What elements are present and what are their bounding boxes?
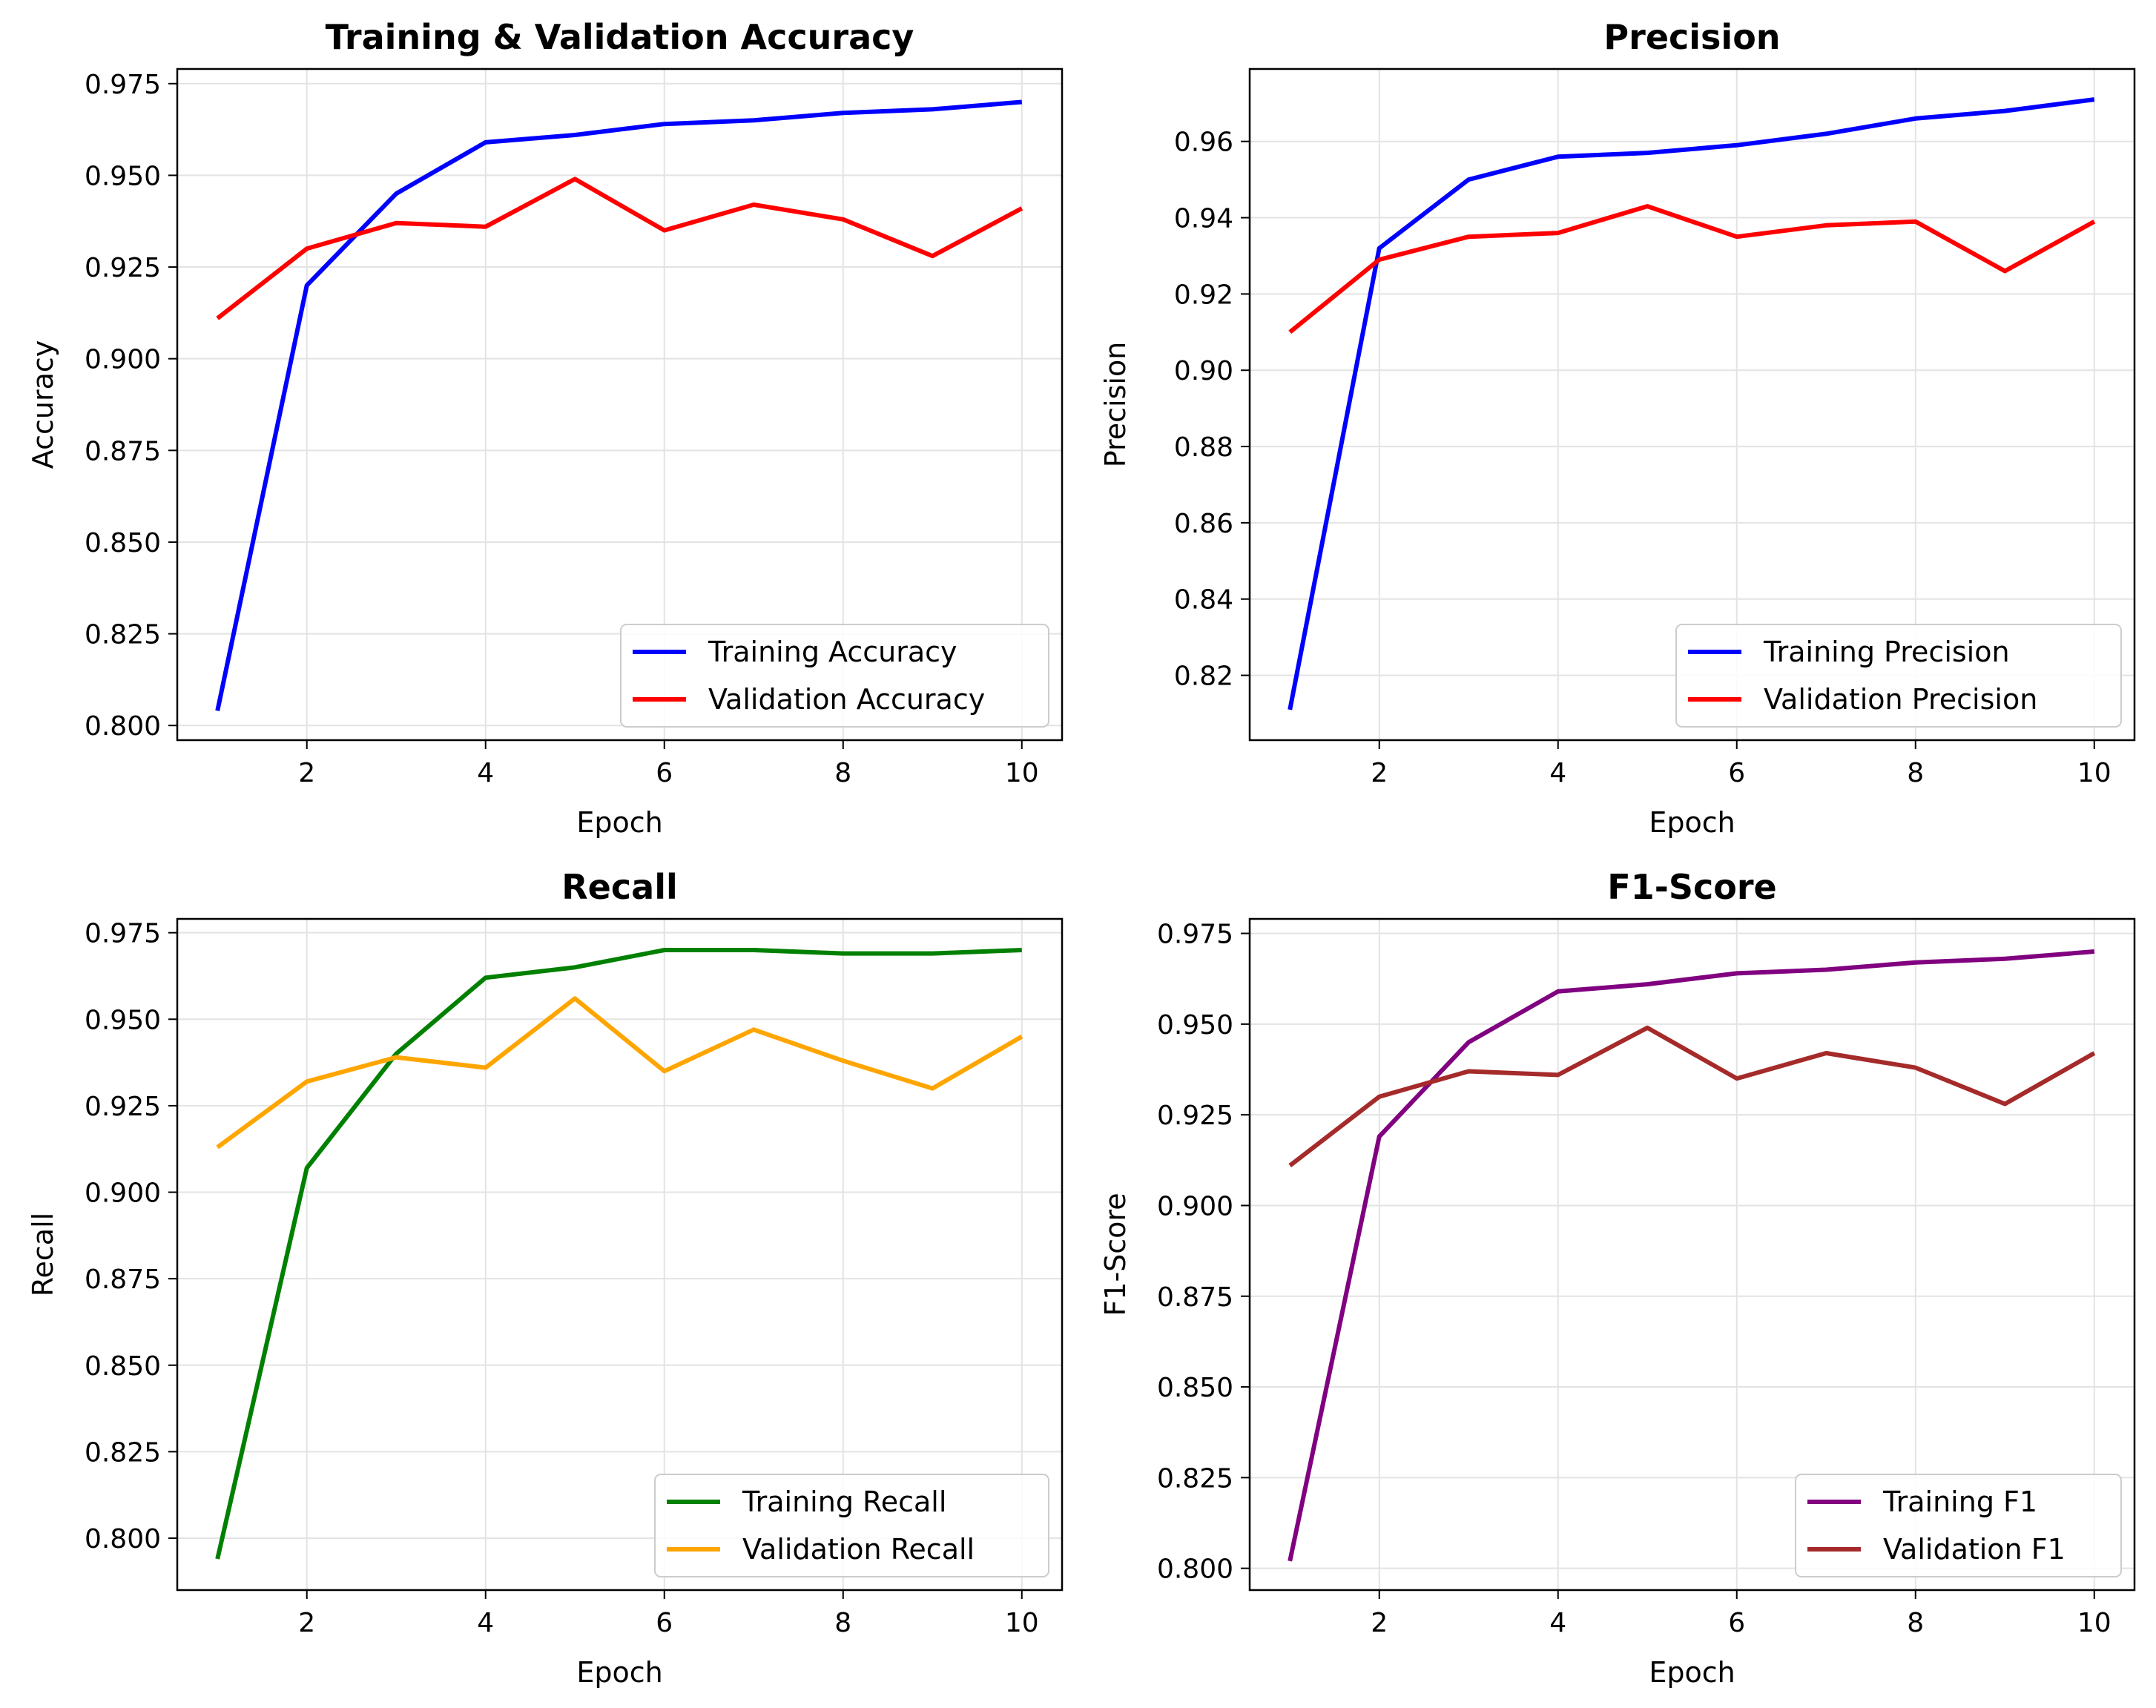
x-tick-label: 8 xyxy=(1907,1608,1924,1638)
legend-label: Validation Recall xyxy=(742,1533,975,1566)
y-tick-label: 0.850 xyxy=(85,1351,161,1382)
y-tick-label: 0.900 xyxy=(85,1178,161,1209)
x-tick-label: 2 xyxy=(298,758,315,788)
y-tick-label: 0.92 xyxy=(1174,280,1233,310)
x-axis-label: Epoch xyxy=(576,806,662,839)
axes-frame xyxy=(1248,67,2136,742)
chart-panel-4: 2 4 6 8 10 0.800 0.825 0.850 0.875 0.900 0.925 0.95… xyxy=(1099,867,2136,1689)
x-tick-label: 6 xyxy=(1728,758,1745,788)
y-axis-label: Recall xyxy=(27,1213,59,1296)
y-tick-label: 0.84 xyxy=(1174,585,1233,616)
y-axis-label: F1-Score xyxy=(1099,1193,1132,1316)
y-tick-label: 0.800 xyxy=(85,1524,161,1554)
axes-frame xyxy=(1248,917,2136,1592)
y-tick-label: 0.825 xyxy=(85,1437,161,1468)
x-tick-label: 4 xyxy=(1549,758,1566,788)
x-tick-label: 8 xyxy=(834,758,851,788)
y-tick-label: 0.975 xyxy=(85,70,161,100)
y-tick-label: 0.82 xyxy=(1174,662,1233,692)
y-tick-label: 0.825 xyxy=(85,620,161,650)
chart-title: F1-Score xyxy=(1607,867,1776,907)
axes-frame xyxy=(176,67,1064,742)
x-tick-label: 4 xyxy=(477,1608,494,1638)
y-tick-label: 0.850 xyxy=(85,528,161,558)
legend-label: Validation Accuracy xyxy=(708,683,985,716)
y-tick-label: 0.825 xyxy=(1157,1463,1233,1494)
y-tick-label: 0.875 xyxy=(85,436,161,466)
x-axis-label: Epoch xyxy=(576,1656,662,1689)
legend: Training Accuracy Validation Accuracy xyxy=(620,624,1049,728)
legend-box xyxy=(620,624,1049,728)
legend-box xyxy=(1795,1474,2122,1577)
series-line-2 xyxy=(216,177,1023,320)
y-tick-label: 0.975 xyxy=(85,919,161,949)
chart-title: Training & Validation Accuracy xyxy=(326,17,914,57)
x-tick-label: 6 xyxy=(656,1608,673,1638)
y-tick-label: 0.88 xyxy=(1174,432,1233,463)
y-tick-label: 0.800 xyxy=(1157,1554,1233,1585)
legend-label: Training F1 xyxy=(1882,1486,2037,1518)
y-tick-label: 0.925 xyxy=(85,1092,161,1122)
y-tick-label: 0.800 xyxy=(85,711,161,742)
legend-label: Training Precision xyxy=(1763,636,2010,668)
y-tick-label: 0.90 xyxy=(1174,356,1233,386)
y-tick-label: 0.850 xyxy=(1157,1373,1233,1403)
x-axis-label: Epoch xyxy=(1649,806,1735,839)
x-tick-label: 4 xyxy=(477,758,494,788)
legend-label: Training Accuracy xyxy=(708,636,957,668)
series-line-2 xyxy=(216,996,1023,1150)
chart-title: Recall xyxy=(561,867,677,907)
legend: Training F1 Validation F1 xyxy=(1795,1474,2122,1577)
y-tick-label: 0.86 xyxy=(1174,509,1233,539)
legend-label: Validation Precision xyxy=(1764,683,2037,716)
series-line-1 xyxy=(1288,97,2095,710)
y-tick-label: 0.925 xyxy=(85,253,161,283)
legend: Training Precision Validation Precision xyxy=(1675,624,2122,728)
y-tick-label: 0.875 xyxy=(1157,1282,1233,1313)
x-tick-label: 8 xyxy=(1907,758,1924,788)
x-tick-label: 4 xyxy=(1549,1608,1566,1638)
x-tick-label: 6 xyxy=(1728,1608,1745,1638)
y-tick-label: 0.950 xyxy=(85,1005,161,1035)
x-tick-label: 2 xyxy=(1371,758,1388,788)
series-line-1 xyxy=(1288,949,2095,1562)
y-tick-label: 0.950 xyxy=(1157,1010,1233,1041)
y-tick-label: 0.925 xyxy=(1157,1101,1233,1131)
series-line-1 xyxy=(215,948,1022,1560)
y-tick-label: 0.900 xyxy=(1157,1191,1233,1221)
legend-box xyxy=(654,1474,1049,1577)
x-tick-label: 10 xyxy=(1005,758,1039,788)
chart-title: Precision xyxy=(1603,17,1780,57)
legend-label: Training Recall xyxy=(742,1486,946,1518)
y-tick-label: 0.94 xyxy=(1174,204,1233,234)
y-tick-label: 0.875 xyxy=(85,1264,161,1295)
chart-panel-3: 2 4 6 8 10 0.800 0.825 0.850 0.875 0.900 0.925 0.95… xyxy=(27,867,1064,1689)
x-tick-label: 10 xyxy=(1005,1608,1039,1638)
x-tick-label: 10 xyxy=(2077,758,2112,788)
legend-box xyxy=(1675,624,2122,728)
x-tick-label: 6 xyxy=(656,758,673,788)
series-line-2 xyxy=(1288,204,2096,334)
y-axis-label: Precision xyxy=(1099,342,1132,468)
series-line-1 xyxy=(215,99,1023,712)
y-tick-label: 0.975 xyxy=(1157,920,1233,950)
y-tick-label: 0.950 xyxy=(85,161,161,191)
x-tick-label: 10 xyxy=(2077,1608,2112,1638)
legend-label: Validation F1 xyxy=(1883,1533,2066,1566)
x-tick-label: 8 xyxy=(834,1608,851,1638)
y-tick-label: 0.96 xyxy=(1174,128,1233,158)
y-axis-label: Accuracy xyxy=(27,340,59,469)
x-tick-label: 2 xyxy=(298,1608,315,1638)
axes-frame xyxy=(176,917,1064,1592)
chart-panel-2: 2 4 6 8 10 0.82 0.84 0.86 0.88 0.90 0.92 0.94 0.96 Pr… xyxy=(1099,17,2136,839)
y-tick-label: 0.900 xyxy=(85,345,161,375)
legend: Training Recall Validation Recall xyxy=(654,1474,1049,1577)
x-tick-label: 2 xyxy=(1371,1608,1388,1638)
chart-panel-1: 2 4 6 8 10 0.800 0.825 0.850 0.875 0.900 0.925 0.95… xyxy=(27,17,1064,839)
x-axis-label: Epoch xyxy=(1649,1656,1735,1689)
series-line-2 xyxy=(1288,1025,2096,1167)
